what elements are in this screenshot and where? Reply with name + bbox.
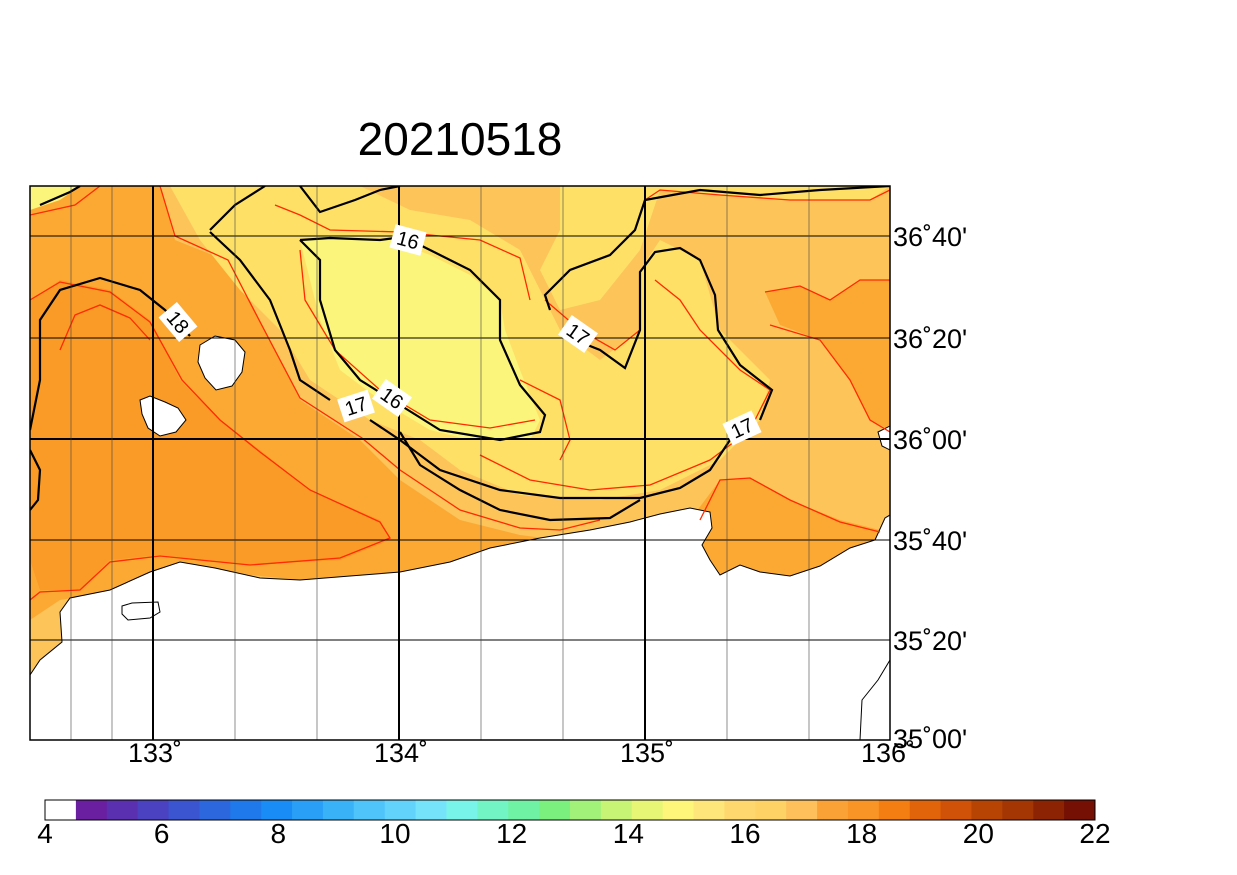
minor-contours	[30, 186, 890, 601]
colorbar-swatch	[75, 800, 108, 820]
colorbar-swatch	[693, 800, 725, 820]
contour-16-top	[299, 236, 396, 242]
land-island-small	[121, 601, 161, 621]
contour-red-9	[519, 379, 571, 461]
contour-16	[299, 239, 547, 442]
map-frame	[29, 185, 891, 741]
contour-red-7	[544, 299, 641, 351]
band-18-19-east	[765, 280, 890, 430]
colorbar-swatch	[1033, 800, 1065, 820]
contour-labels: 16 17 18 16 17 17	[158, 224, 762, 446]
colorbar-swatch	[600, 800, 633, 820]
contour-18	[30, 276, 191, 431]
lat-label: 36˚40'	[893, 222, 968, 252]
colorbar-swatch	[539, 800, 571, 820]
contour-17-e	[543, 186, 890, 311]
colorbar-swatch	[724, 800, 756, 820]
colorbar-swatch	[1002, 800, 1034, 820]
colorbar-swatch	[261, 800, 293, 820]
colorbar-swatch	[878, 800, 911, 820]
colorbar-tick-label: 8	[270, 818, 287, 849]
contour-red-3	[30, 281, 391, 601]
colorbar-tick-label: 12	[496, 818, 528, 849]
colorbar-swatch	[446, 800, 478, 820]
colorbar-tick-label: 6	[153, 818, 170, 849]
colorbar-swatch	[384, 800, 417, 820]
lat-label: 35˚20'	[893, 626, 968, 656]
colorbar-tick-label: 4	[37, 818, 53, 849]
colorbar-swatch	[137, 800, 170, 820]
band-16-17-north	[540, 186, 890, 310]
lon-label: 135˚	[619, 738, 675, 768]
colorbar-tick-label: 20	[962, 818, 994, 849]
minor-graticule	[70, 186, 810, 740]
colorbar-tick-label: 16	[729, 818, 761, 849]
colorbar-swatch	[786, 800, 818, 820]
colorbar-swatch	[847, 800, 880, 820]
band-19-20	[30, 280, 390, 590]
land-peninsula-se	[859, 659, 890, 740]
colorbar	[44, 799, 1096, 821]
sst-field	[30, 186, 890, 740]
colorbar-frame	[44, 799, 1096, 821]
contour-17-west	[39, 186, 81, 207]
contour-red-12	[644, 189, 890, 201]
colorbar-swatch	[415, 800, 447, 820]
colorbar-swatch	[940, 800, 972, 820]
colorbar-swatch	[353, 800, 386, 820]
colorbar-swatch	[662, 800, 695, 820]
colorbar-swatch	[199, 800, 231, 820]
colorbar-swatch	[477, 800, 509, 820]
colorbar-swatch	[322, 800, 355, 820]
colorbar-swatch	[508, 800, 540, 820]
contour-red-1	[30, 186, 101, 216]
contour-red-4	[59, 304, 151, 351]
lat-label: 36˚00'	[893, 425, 968, 455]
lon-label: 133˚	[127, 738, 183, 768]
colorbar-tick-label: 18	[846, 818, 878, 849]
lat-label: 36˚20'	[893, 324, 968, 354]
colorbar-tick-label: 14	[612, 818, 644, 849]
contour-16-outer	[399, 431, 641, 522]
colorbar-swatch	[631, 800, 664, 820]
contour-red-10	[764, 279, 890, 301]
colorbar-swatch	[971, 800, 1003, 820]
colorbar-swatch	[168, 800, 200, 820]
land-island-oki-dozen	[139, 395, 187, 437]
lon-label: 136˚	[860, 738, 916, 768]
colorbar-swatch	[230, 800, 262, 820]
contour-red-11	[769, 324, 890, 433]
colorbar-tick-label: 22	[1079, 818, 1111, 849]
colorbar-swatch	[106, 800, 139, 820]
colorbar-swatch	[755, 800, 787, 820]
lat-label: 35˚40'	[893, 526, 968, 556]
colorbar-swatch	[909, 800, 942, 820]
contour-17-d	[574, 246, 774, 421]
lat-label: 35˚00'	[893, 724, 968, 754]
contour-18-west	[30, 449, 42, 511]
colorbar-swatch	[45, 800, 77, 820]
colorbar-swatch	[1064, 800, 1096, 820]
lon-label: 134˚	[373, 738, 429, 768]
contour-red-13	[699, 477, 881, 533]
colorbar-swatch	[292, 800, 324, 820]
contour-17-c	[369, 419, 731, 500]
colorbar-swatch	[817, 800, 849, 820]
map-title: 20210518	[357, 113, 563, 165]
colorbar-swatch	[570, 800, 602, 820]
colorbar-tick-label: 10	[379, 818, 411, 849]
